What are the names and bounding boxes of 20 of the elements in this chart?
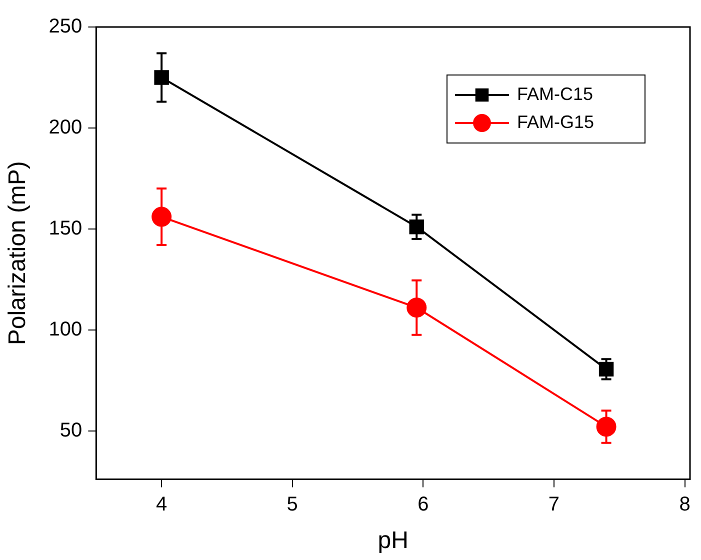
point — [154, 70, 169, 85]
point — [596, 416, 616, 437]
y-axis-title: Polarization (mP) — [4, 161, 32, 346]
x-tick-label: 6 — [418, 494, 429, 516]
point — [409, 219, 424, 234]
y-tick-label: 50 — [60, 419, 82, 442]
legend-label: FAM-G15 — [517, 112, 594, 132]
point — [152, 206, 172, 227]
legend-label: FAM-C15 — [517, 84, 594, 104]
x-tick-label: 5 — [286, 494, 298, 516]
point — [598, 362, 614, 377]
x-tick-label: 7 — [548, 494, 560, 516]
y-tick-label: 150 — [48, 217, 82, 240]
point — [406, 298, 427, 318]
y-tick-label: 100 — [48, 318, 82, 340]
x-tick-label: 4 — [156, 494, 168, 516]
x-axis-title: pH — [378, 527, 408, 554]
y-tick-label: 200 — [48, 116, 82, 138]
x-tick-label: 8 — [679, 494, 690, 516]
y-tick-label: 250 — [48, 16, 82, 38]
